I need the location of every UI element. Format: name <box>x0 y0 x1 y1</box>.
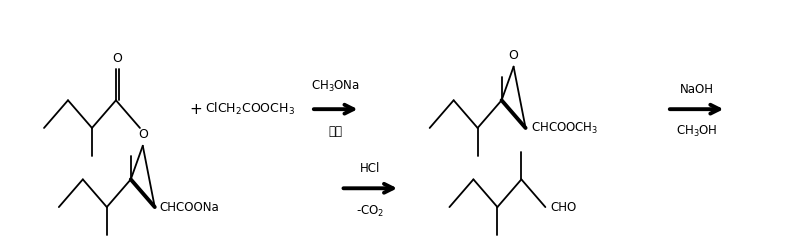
Text: HCl: HCl <box>360 162 381 175</box>
Text: CHCOOCH$_3$: CHCOOCH$_3$ <box>530 121 598 135</box>
Text: 甲苯: 甲苯 <box>329 125 342 138</box>
Text: CH$_3$OH: CH$_3$OH <box>676 124 718 139</box>
Text: CH$_3$ONa: CH$_3$ONa <box>311 79 360 94</box>
Text: O: O <box>138 128 148 141</box>
Text: +: + <box>189 102 202 117</box>
Text: NaOH: NaOH <box>680 83 714 96</box>
Text: CHCOONa: CHCOONa <box>160 200 219 214</box>
Text: O: O <box>113 52 122 65</box>
Text: ClCH$_2$COOCH$_3$: ClCH$_2$COOCH$_3$ <box>205 101 294 117</box>
Text: -CO$_2$: -CO$_2$ <box>356 203 385 219</box>
Text: CHO: CHO <box>550 200 577 214</box>
Text: O: O <box>509 49 518 62</box>
